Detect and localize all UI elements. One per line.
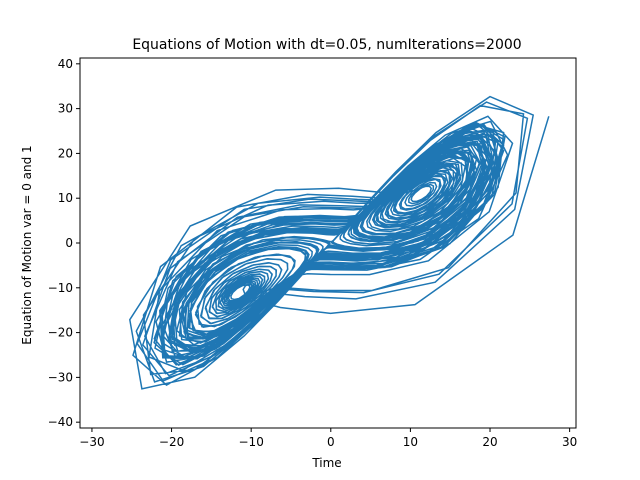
y-tick-label: −40 xyxy=(48,415,73,429)
y-tick-label: −10 xyxy=(48,281,73,295)
series-layer xyxy=(129,95,550,390)
y-tick-label: 30 xyxy=(58,102,73,116)
x-tick-label: 10 xyxy=(403,435,418,449)
y-tick-label: 0 xyxy=(65,236,73,250)
y-tick-label: −30 xyxy=(48,370,73,384)
x-tick-label: −20 xyxy=(159,435,184,449)
x-tick-label: 30 xyxy=(562,435,577,449)
y-axis-label: Equation of Motion var = 0 and 1 xyxy=(20,145,34,344)
series-line xyxy=(129,95,550,390)
chart-title: Equations of Motion with dt=0.05, numIte… xyxy=(132,37,521,53)
y-axis: −40 −30 −20 −10 0 10 20 30 40 xyxy=(48,57,80,429)
y-tick-label: 10 xyxy=(58,191,73,205)
y-tick-label: 40 xyxy=(58,57,73,71)
x-tick-label: −30 xyxy=(79,435,104,449)
y-tick-label: 20 xyxy=(58,146,73,160)
x-axis-label: Time xyxy=(311,456,341,470)
y-tick-label: −20 xyxy=(48,326,73,340)
x-tick-label: −10 xyxy=(239,435,264,449)
x-tick-label: 0 xyxy=(327,435,335,449)
x-axis: −30 −20 −10 0 10 20 30 xyxy=(79,428,577,449)
x-tick-label: 20 xyxy=(482,435,497,449)
